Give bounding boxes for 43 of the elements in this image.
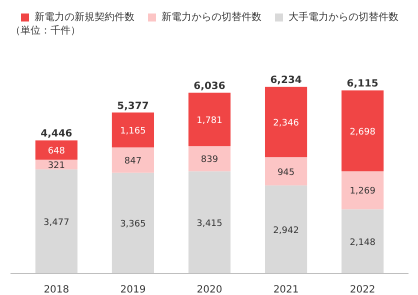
total-label: 6,234 <box>270 75 302 86</box>
data-label: 847 <box>124 156 142 167</box>
x-tick-label: 2019 <box>120 284 146 295</box>
bar <box>35 140 78 160</box>
total-label: 6,115 <box>346 78 378 90</box>
bar <box>188 171 231 274</box>
data-label: 648 <box>48 146 66 157</box>
x-tick-label: 2022 <box>350 284 376 295</box>
bar <box>264 86 308 158</box>
bar <box>188 92 231 146</box>
bar <box>112 112 154 148</box>
bar <box>264 157 308 186</box>
data-label: 3,415 <box>196 218 222 229</box>
x-tick-label: 2018 <box>44 284 70 295</box>
legend-label: 新電力の新規契約件数 <box>34 10 134 24</box>
x-tick-label: 2021 <box>273 284 299 295</box>
legend-label: 新電力からの切替件数 <box>162 10 262 24</box>
bar <box>35 169 78 274</box>
bar <box>112 147 154 173</box>
bar <box>188 146 231 172</box>
x-tick-label: 2020 <box>196 284 222 295</box>
data-label: 945 <box>277 168 295 178</box>
bar <box>112 172 154 274</box>
legend-label: 大手電力からの切替件数 <box>288 10 398 24</box>
bar <box>342 209 384 274</box>
data-label: 1,165 <box>120 126 146 136</box>
total-label: 4,446 <box>40 128 72 140</box>
text: （単位：千件） <box>10 24 80 36</box>
total-label: 6,036 <box>194 81 226 92</box>
data-label: 1,269 <box>350 186 376 197</box>
data-label: 2,698 <box>350 127 376 138</box>
data-label: 2,942 <box>273 226 299 236</box>
data-label: 3,365 <box>120 220 146 230</box>
data-label: 2,148 <box>350 238 376 248</box>
data-label: 1,781 <box>196 116 222 126</box>
data-label: 2,346 <box>273 118 300 128</box>
data-label: 839 <box>200 155 218 166</box>
bar <box>342 171 384 210</box>
bar <box>342 90 384 172</box>
data-label: 3,477 <box>44 218 70 228</box>
data-label: 321 <box>48 161 66 172</box>
bar <box>264 185 308 274</box>
total-label: 5,377 <box>117 100 149 112</box>
